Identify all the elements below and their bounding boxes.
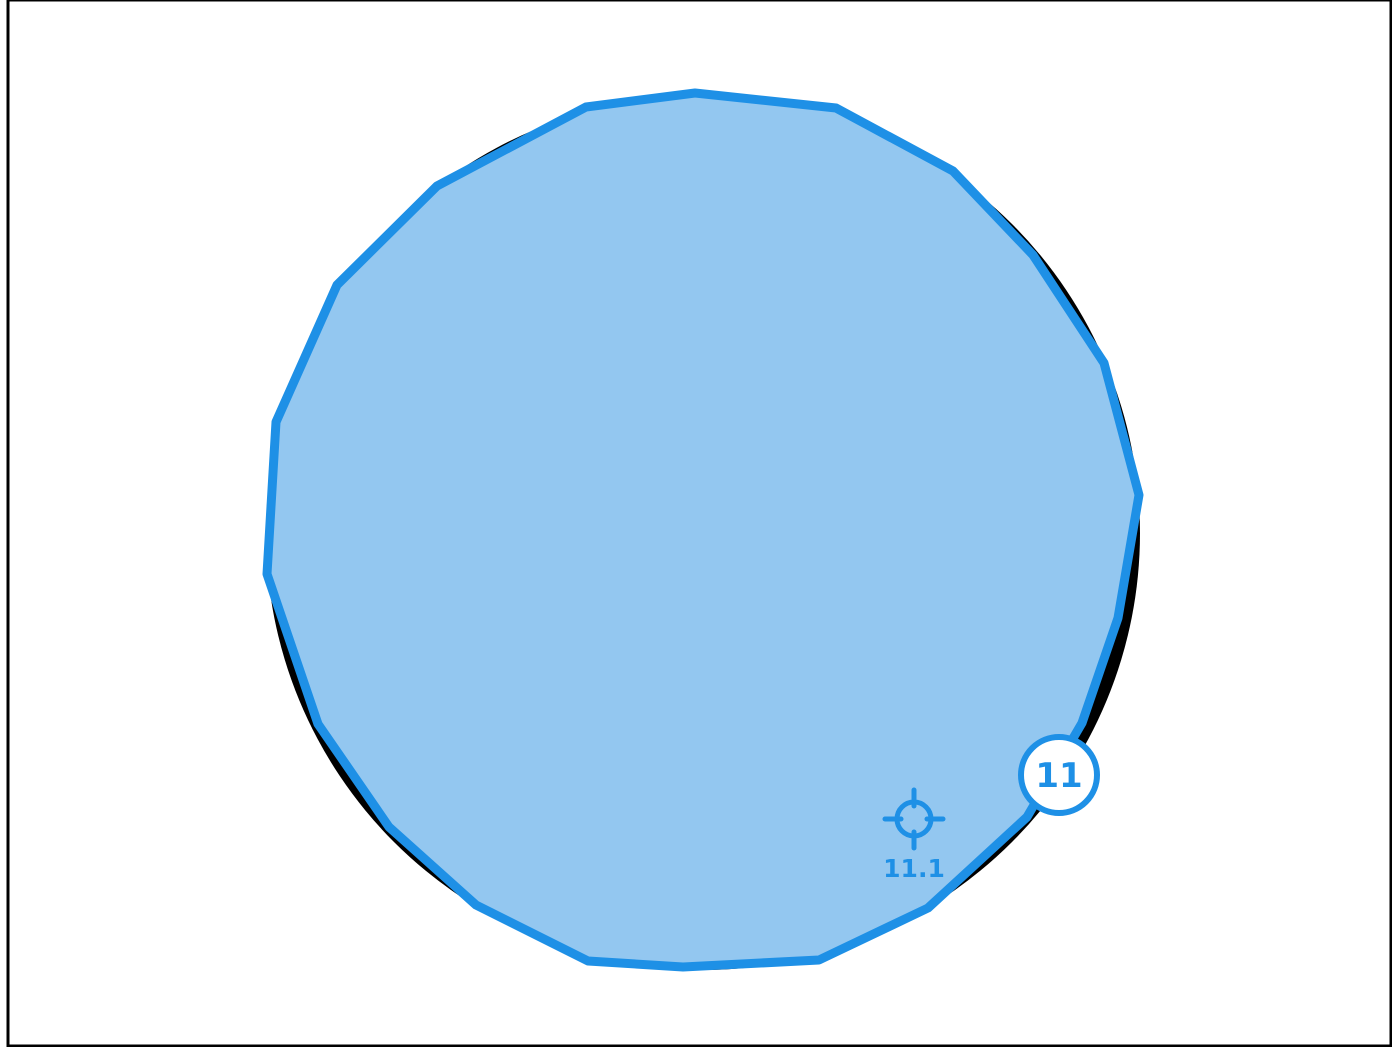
- canvas-frame: [6, 0, 1392, 1047]
- vertex-badge-circle: [1018, 734, 1100, 816]
- target-marker[interactable]: 11.1: [882, 787, 946, 883]
- traced-polygon[interactable]: [262, 88, 1144, 972]
- target-marker-label: 11.1: [883, 854, 945, 883]
- crosshair-target-icon: [882, 787, 946, 851]
- vertex-badge[interactable]: 11: [1018, 734, 1100, 816]
- vertex-badge-label: 11: [1035, 756, 1082, 796]
